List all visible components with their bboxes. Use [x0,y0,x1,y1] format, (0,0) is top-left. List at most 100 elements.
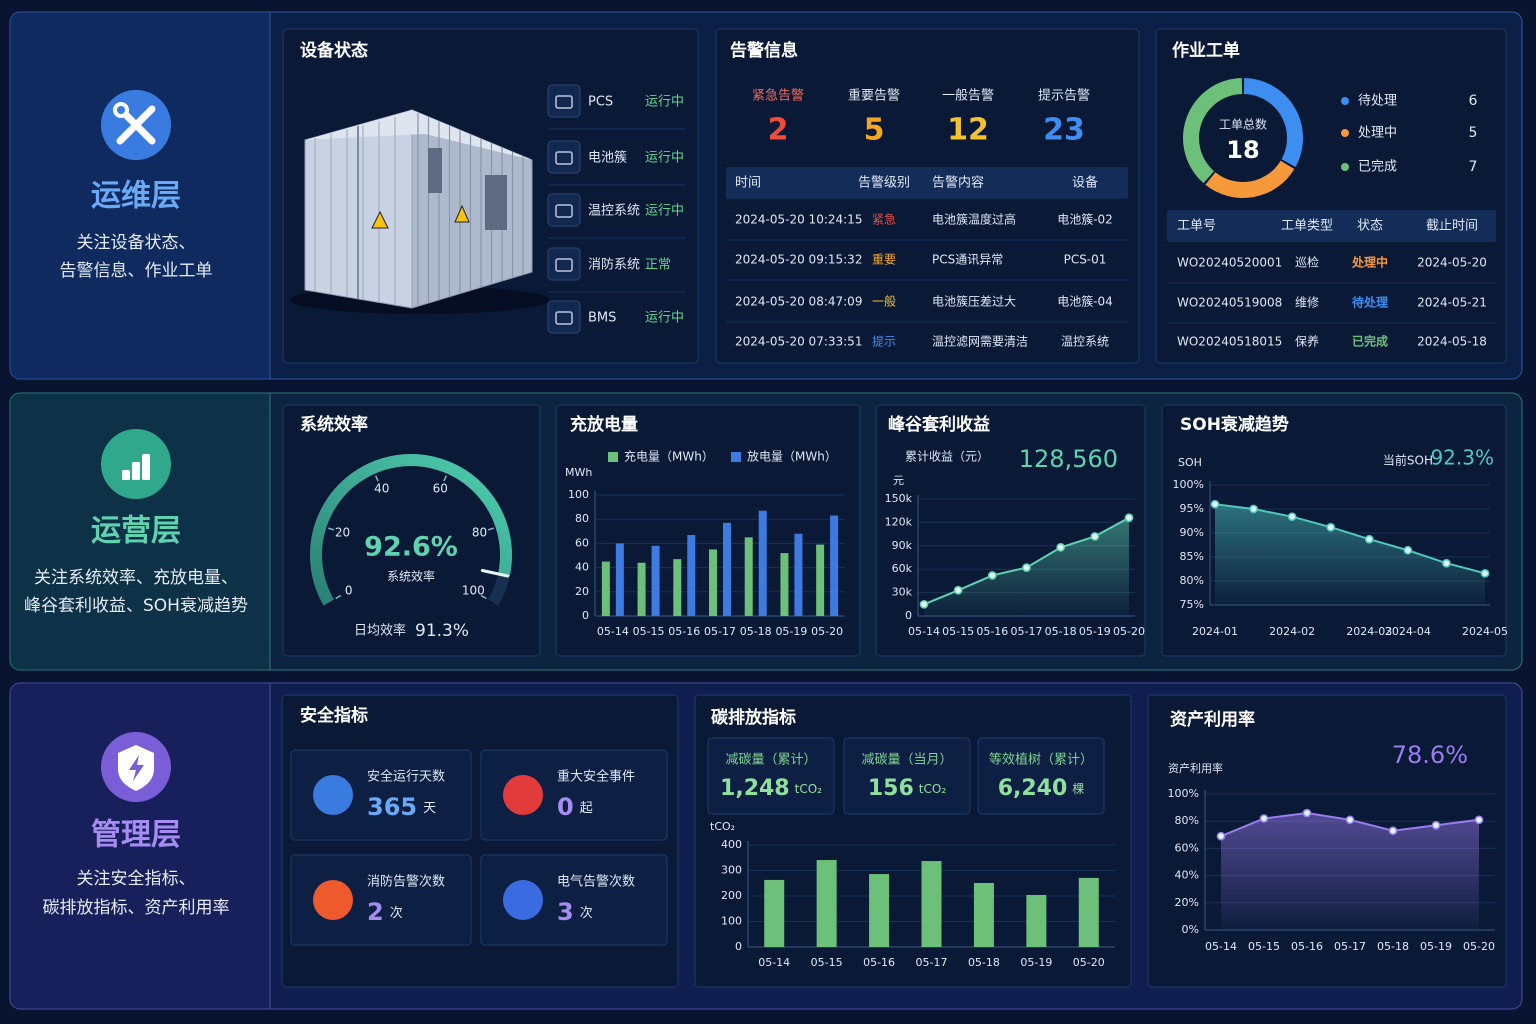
safety-card [480,854,668,946]
y-tick-label: 80 [575,512,589,525]
chart-subtitle: 累计收益（元） [905,450,989,464]
alarm-count: 12 [947,113,989,148]
table-header-cell: 工单类型 [1281,219,1333,234]
carbon-card [843,737,971,815]
point [1480,568,1490,578]
point [1216,831,1226,841]
y-tick-label: 120k [885,515,913,528]
gauge-tick [335,594,342,600]
legend-dot [1341,163,1349,171]
x-tick-label: 05-18 [968,956,1000,969]
table-cell: 2024-05-20 10:24:15 [735,213,862,227]
y-tick-label: 95% [1180,502,1204,515]
x-tick-label: 05-20 [811,625,843,638]
x-tick-label: 05-20 [1463,940,1495,953]
y-tick-label: 80% [1180,574,1204,587]
legend-label: 待处理 [1358,94,1397,109]
x-tick-label: 05-18 [1045,625,1077,638]
y-tick-label: 75% [1180,598,1204,611]
table-header-cell: 告警内容 [932,175,984,191]
center-value: 18 [1226,136,1259,164]
bar [816,544,825,616]
table-cell: 温控滤网需要清洁 [932,335,1028,349]
x-tick-label: 05-19 [1079,625,1111,638]
device-icon [547,247,581,281]
x-tick-label: 05-18 [740,625,772,638]
safety-label: 安全运行天数 [367,769,445,785]
panel-title: 告警信息 [730,40,798,61]
device-status: 正常 [645,258,671,273]
alarm-count: 2 [768,113,789,148]
y-tick-label: 100 [568,488,589,501]
table-header-cell: 截止时间 [1426,219,1478,234]
gauge-value-arc [310,454,512,606]
safety-icon [313,880,353,920]
y-axis-label: 资产利用率 [1168,761,1223,775]
gauge-value: 92.6% [364,532,458,563]
y-tick-label: 40 [575,561,589,574]
chart-title: 资产利用率 [1170,709,1255,730]
x-tick-label: 05-16 [863,956,895,969]
table-header [726,167,1128,199]
x-tick-label: 05-14 [1205,940,1237,953]
safety-label: 重大安全事件 [557,769,635,785]
card-panel [1155,28,1507,364]
icon-bolt [129,755,144,781]
layer-desc: 碳排放指标、资产利用率 [43,898,230,918]
legend-label: 处理中 [1358,126,1397,141]
gauge-tick-label: 100 [462,584,485,598]
safety-value: 365 天 [367,793,436,821]
x-tick-label: 05-14 [597,625,629,638]
layer-title: 管理层 [91,818,181,853]
side-panel [11,684,270,1008]
table-cell: 电池簇压差过大 [932,294,1016,309]
safety-card [480,749,668,841]
y-tick-label: 0% [1182,923,1199,936]
point [1090,532,1100,541]
bar [1026,894,1047,947]
table-cell: 待处理 [1352,295,1388,310]
y-tick-label: 40% [1175,869,1199,882]
point [1326,522,1336,532]
bar [764,879,785,947]
vent [428,148,442,193]
safety-number: 365 [367,793,417,821]
y-tick-label: 60% [1175,841,1199,854]
point [1364,534,1374,544]
carbon-value: 1,248 tCO₂ [720,776,822,801]
table-cell: 已完成 [1352,334,1388,349]
table-cell: WO20240518015 [1177,335,1282,349]
gauge-tick [443,475,448,482]
footer-label: 日均效率 [354,623,406,639]
gauge-tick [328,527,335,531]
table-cell: 重要 [872,253,896,267]
y-axis-label: SOH [1178,456,1202,469]
alarm-count-label: 紧急告警 [752,88,804,104]
y-tick-label: 0 [735,940,742,953]
x-tick-label: 05-17 [704,625,736,638]
annotation-label: 当前SOH [1383,453,1433,468]
table-header [1167,210,1496,242]
safety-number: 3 [557,898,574,926]
carbon-unit: tCO₂ [919,782,947,796]
bar [758,510,767,616]
safety-unit: 天 [423,801,436,816]
gauge-tick-label: 80 [472,525,487,539]
pie-slice [1205,160,1295,199]
x-tick-label: 05-16 [976,625,1008,638]
gauge-tick-label: 40 [374,482,389,496]
device-name: 电池簇 [588,151,627,166]
table-cell: 2024-05-21 [1417,296,1487,310]
device-name: 温控系统 [588,204,640,219]
bar [744,537,753,616]
legend-dot [1341,97,1349,105]
x-tick-label: 05-16 [1291,940,1323,953]
chart-title: 充放电量 [570,414,638,435]
chart-title: 碳排放指标 [711,707,796,728]
legend-dot [1341,129,1349,137]
legend-value: 5 [1469,125,1478,141]
gauge-tick [480,594,487,600]
device-icon [547,140,581,174]
y-axis-label: tCO₂ [710,820,735,833]
point [953,585,963,595]
